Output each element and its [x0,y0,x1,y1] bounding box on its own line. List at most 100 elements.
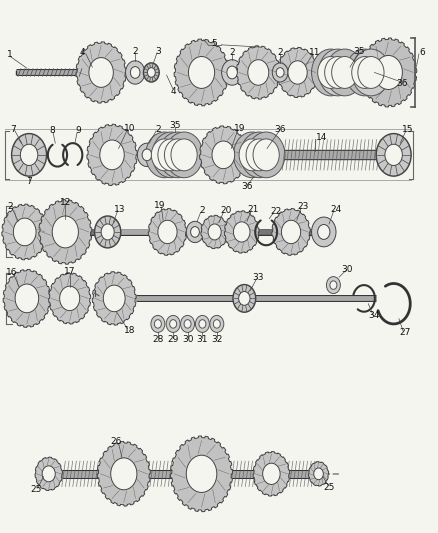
Circle shape [188,56,215,88]
Circle shape [352,56,378,88]
Circle shape [222,60,243,85]
Polygon shape [39,200,92,264]
Circle shape [376,134,411,176]
Text: 1: 1 [7,51,13,59]
Text: 34: 34 [368,311,380,320]
Circle shape [325,56,351,88]
Polygon shape [87,124,137,185]
Text: 19: 19 [154,201,166,210]
Text: 12: 12 [60,198,71,207]
Text: 36: 36 [242,182,253,191]
Circle shape [158,220,177,244]
Circle shape [151,316,165,333]
Circle shape [318,49,357,96]
Circle shape [159,132,196,177]
Text: 2: 2 [200,206,205,215]
Circle shape [318,56,344,88]
Polygon shape [201,215,228,249]
Polygon shape [97,441,150,506]
Text: 17: 17 [64,268,75,276]
Circle shape [186,221,204,243]
Text: 23: 23 [297,202,308,211]
Circle shape [239,292,250,305]
Circle shape [233,285,256,312]
Circle shape [60,286,80,311]
Text: 31: 31 [197,335,208,344]
Circle shape [311,217,336,247]
Circle shape [101,224,114,240]
Circle shape [212,141,235,168]
Circle shape [100,140,124,169]
Circle shape [199,320,206,328]
Circle shape [358,56,384,88]
Text: 35: 35 [170,121,181,130]
Circle shape [142,149,152,161]
Circle shape [166,316,180,333]
Circle shape [314,468,323,480]
Polygon shape [2,204,48,260]
Text: 4: 4 [170,86,176,95]
Circle shape [154,320,161,328]
Circle shape [233,222,250,242]
Text: 33: 33 [253,273,264,281]
Circle shape [330,281,337,289]
Circle shape [272,63,288,82]
Circle shape [152,132,190,177]
Text: 20: 20 [220,206,231,215]
Text: 30: 30 [182,335,193,344]
Polygon shape [277,47,318,98]
Text: 6: 6 [419,48,425,56]
Polygon shape [308,462,328,486]
Circle shape [282,220,300,244]
Circle shape [191,227,199,237]
Circle shape [126,61,145,84]
Circle shape [210,316,224,333]
Text: 24: 24 [330,205,342,214]
Text: 2: 2 [155,125,161,134]
Circle shape [318,224,330,239]
Circle shape [311,49,350,96]
Circle shape [213,320,220,328]
Text: 32: 32 [211,335,223,344]
Circle shape [288,61,307,84]
Circle shape [20,144,38,165]
Text: 3: 3 [155,47,161,55]
Circle shape [15,284,39,313]
Circle shape [151,139,177,171]
Circle shape [276,68,284,77]
Circle shape [103,285,125,312]
Circle shape [12,134,46,176]
Text: 5: 5 [212,39,218,48]
Circle shape [148,68,155,77]
Circle shape [158,139,184,171]
Text: 9: 9 [75,126,81,135]
Circle shape [165,132,203,177]
Text: 27: 27 [399,328,410,337]
Text: 14: 14 [316,133,327,142]
Text: 10: 10 [124,124,135,133]
Circle shape [146,132,183,177]
Text: 4: 4 [80,48,85,56]
Circle shape [326,277,340,294]
Circle shape [89,58,113,87]
Circle shape [248,60,269,85]
Circle shape [171,139,197,171]
Circle shape [13,218,36,246]
Text: 29: 29 [167,335,179,344]
Circle shape [239,139,265,171]
Text: 15: 15 [402,125,413,134]
Text: 26: 26 [111,438,122,447]
Text: 16: 16 [6,269,18,277]
Text: 19: 19 [234,124,246,133]
Circle shape [247,132,285,177]
Text: 22: 22 [270,207,281,216]
Circle shape [233,132,271,177]
Circle shape [195,316,209,333]
Circle shape [42,466,55,482]
Text: 21: 21 [247,205,259,214]
Circle shape [138,143,156,166]
Circle shape [346,49,384,96]
Text: 25: 25 [323,482,335,491]
Polygon shape [76,42,126,103]
Circle shape [131,67,140,78]
